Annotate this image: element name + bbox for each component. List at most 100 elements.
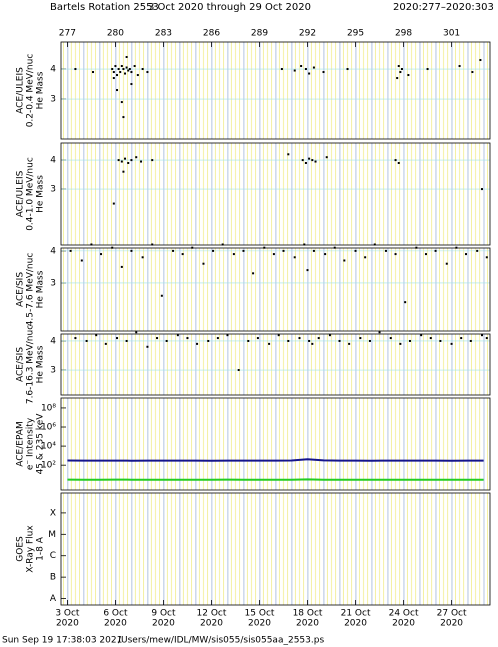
data-point bbox=[434, 249, 437, 252]
data-point bbox=[176, 334, 179, 337]
data-point bbox=[95, 334, 98, 337]
data-point bbox=[247, 339, 250, 342]
data-point bbox=[460, 337, 463, 340]
data-point bbox=[485, 337, 488, 340]
panel-frame bbox=[60, 41, 491, 140]
top-tick-label: 283 bbox=[155, 29, 172, 39]
data-point bbox=[368, 339, 371, 342]
x-tick-label: 2020 bbox=[392, 619, 415, 629]
data-point bbox=[268, 342, 271, 345]
data-point bbox=[186, 337, 189, 340]
data-point bbox=[221, 243, 224, 246]
data-point bbox=[232, 253, 235, 256]
x-tick-label: 2020 bbox=[248, 619, 271, 629]
y-axis-title: ACE/ULEIS bbox=[16, 67, 26, 114]
data-point bbox=[146, 71, 149, 74]
data-point bbox=[125, 339, 128, 342]
x-tick-label: 9 Oct bbox=[151, 609, 176, 619]
panel-background bbox=[61, 493, 490, 605]
y-tick-label: 4 bbox=[50, 246, 56, 256]
y-axis-title: He Mass bbox=[36, 345, 46, 383]
data-point bbox=[277, 334, 280, 337]
x-tick-label: 2020 bbox=[296, 619, 319, 629]
data-point bbox=[308, 157, 311, 160]
data-point bbox=[384, 249, 387, 252]
data-point bbox=[120, 101, 123, 104]
y-axis-title: ACE/SIS bbox=[16, 347, 26, 382]
x-tick-label: 2020 bbox=[440, 619, 463, 629]
data-point bbox=[69, 249, 72, 252]
data-point bbox=[207, 339, 210, 342]
data-point bbox=[127, 161, 130, 164]
data-point bbox=[397, 65, 400, 68]
y-tick-label: C bbox=[50, 551, 56, 561]
data-point bbox=[311, 342, 314, 345]
data-point bbox=[324, 253, 327, 256]
panel-background bbox=[61, 334, 490, 395]
data-point bbox=[301, 159, 304, 162]
y-axis-title: ACE/SIS bbox=[16, 272, 26, 307]
x-tick-label: 6 Oct bbox=[103, 609, 128, 619]
top-tick-label: 277 bbox=[59, 29, 76, 39]
data-point bbox=[314, 160, 317, 163]
x-tick-label: 15 Oct bbox=[245, 609, 275, 619]
data-point bbox=[122, 68, 125, 71]
data-point bbox=[120, 65, 123, 68]
y-tick-label: 4 bbox=[50, 156, 56, 166]
x-tick-label: 24 Oct bbox=[389, 609, 419, 619]
data-point bbox=[429, 337, 432, 340]
data-point bbox=[116, 89, 119, 92]
data-point bbox=[74, 337, 77, 340]
x-tick-label: 27 Oct bbox=[437, 609, 467, 619]
data-point bbox=[287, 339, 290, 342]
data-point bbox=[181, 253, 184, 256]
y-axis-title: 7.6-16.3 MeV/nuc bbox=[26, 325, 36, 404]
data-point bbox=[346, 68, 349, 71]
y-axis-title: e⁻ Intensity bbox=[26, 417, 36, 470]
data-point bbox=[112, 71, 115, 74]
data-point bbox=[141, 256, 144, 259]
data-point bbox=[304, 68, 307, 71]
data-point bbox=[479, 59, 482, 62]
data-point bbox=[172, 249, 175, 252]
data-point bbox=[104, 342, 107, 345]
data-point bbox=[135, 331, 138, 334]
data-point bbox=[130, 159, 133, 162]
x-tick-label: 2020 bbox=[152, 619, 175, 629]
data-point bbox=[124, 157, 127, 160]
data-point bbox=[130, 83, 133, 86]
data-point bbox=[226, 334, 229, 337]
data-point bbox=[212, 249, 215, 252]
file-path: /Users/mew/IDL/MW/sis055/sis055aa_2553.p… bbox=[118, 636, 324, 646]
data-point bbox=[397, 161, 400, 164]
data-point bbox=[298, 337, 301, 340]
top-tick-label: 295 bbox=[347, 29, 364, 39]
data-point bbox=[312, 66, 315, 69]
data-point bbox=[328, 334, 331, 337]
data-point bbox=[216, 337, 219, 340]
data-point bbox=[125, 56, 128, 59]
y-tick-label: 10⁴ bbox=[41, 442, 56, 452]
data-point bbox=[90, 243, 93, 246]
data-point bbox=[272, 253, 275, 256]
data-point bbox=[242, 249, 245, 252]
doy-range: 2020:277–2020:303 bbox=[393, 2, 494, 13]
data-point bbox=[160, 294, 163, 297]
data-point bbox=[114, 65, 117, 68]
y-axis-title: 4.5-7.6 MeV/nuc bbox=[26, 253, 36, 327]
data-point bbox=[480, 334, 483, 337]
data-point bbox=[280, 68, 283, 71]
data-point bbox=[359, 337, 362, 340]
data-point bbox=[237, 369, 240, 372]
data-point bbox=[256, 337, 259, 340]
data-point bbox=[127, 69, 130, 72]
data-point bbox=[133, 65, 136, 68]
panel-background bbox=[61, 42, 490, 139]
data-point bbox=[130, 71, 133, 74]
data-point bbox=[165, 339, 168, 342]
y-axis-title: GOES bbox=[16, 536, 26, 562]
y-axis-title: 1-8 A bbox=[36, 536, 46, 561]
data-point bbox=[124, 72, 127, 75]
